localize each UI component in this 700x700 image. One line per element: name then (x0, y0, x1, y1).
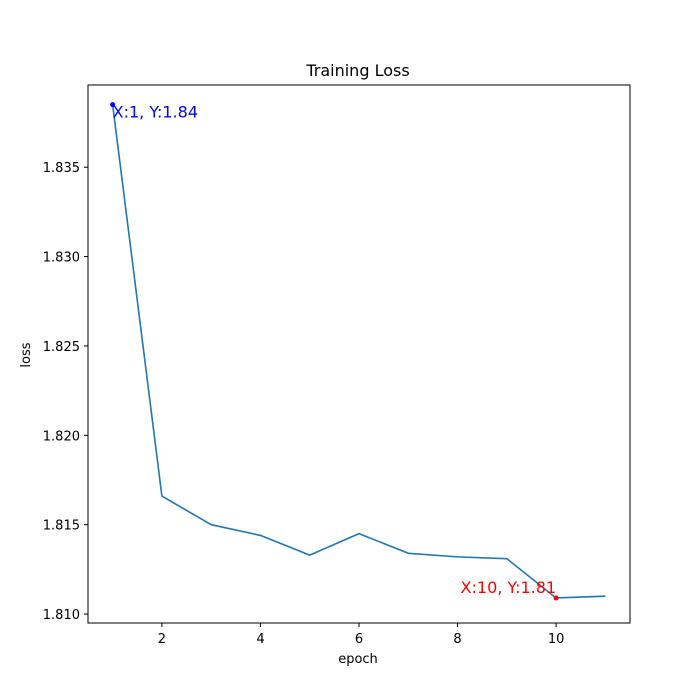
series-line (111, 104, 606, 599)
annotation-marker (110, 102, 116, 108)
plot-area: X:1, Y:1.84 X:10, Y:1.81 (110, 102, 606, 601)
annotation-label: X:1, Y:1.84 (113, 103, 198, 122)
y-tick-label: 1.810 (43, 608, 80, 623)
x-tick-label: 10 (548, 632, 565, 647)
y-tick-label: 1.815 (43, 519, 80, 534)
x-tick-label: 8 (453, 632, 461, 647)
x-tick-label: 6 (355, 632, 363, 647)
y-tick-label: 1.830 (43, 251, 80, 266)
annotation-marker (553, 595, 559, 601)
y-tick-label: 1.820 (43, 429, 80, 444)
y-tick-label: 1.825 (43, 340, 80, 355)
annotation-label: X:10, Y:1.81 (461, 578, 557, 597)
chart-title: Training Loss (305, 61, 409, 80)
x-tick-label: 2 (158, 632, 166, 647)
y-axis: 1.810 1.815 1.820 1.825 1.830 1.835 (43, 161, 88, 623)
y-tick-label: 1.835 (43, 161, 80, 176)
x-axis: 2 4 6 8 10 (158, 623, 565, 647)
x-axis-label: epoch (338, 652, 378, 667)
y-axis-label: loss (19, 342, 34, 367)
x-tick-label: 4 (256, 632, 264, 647)
